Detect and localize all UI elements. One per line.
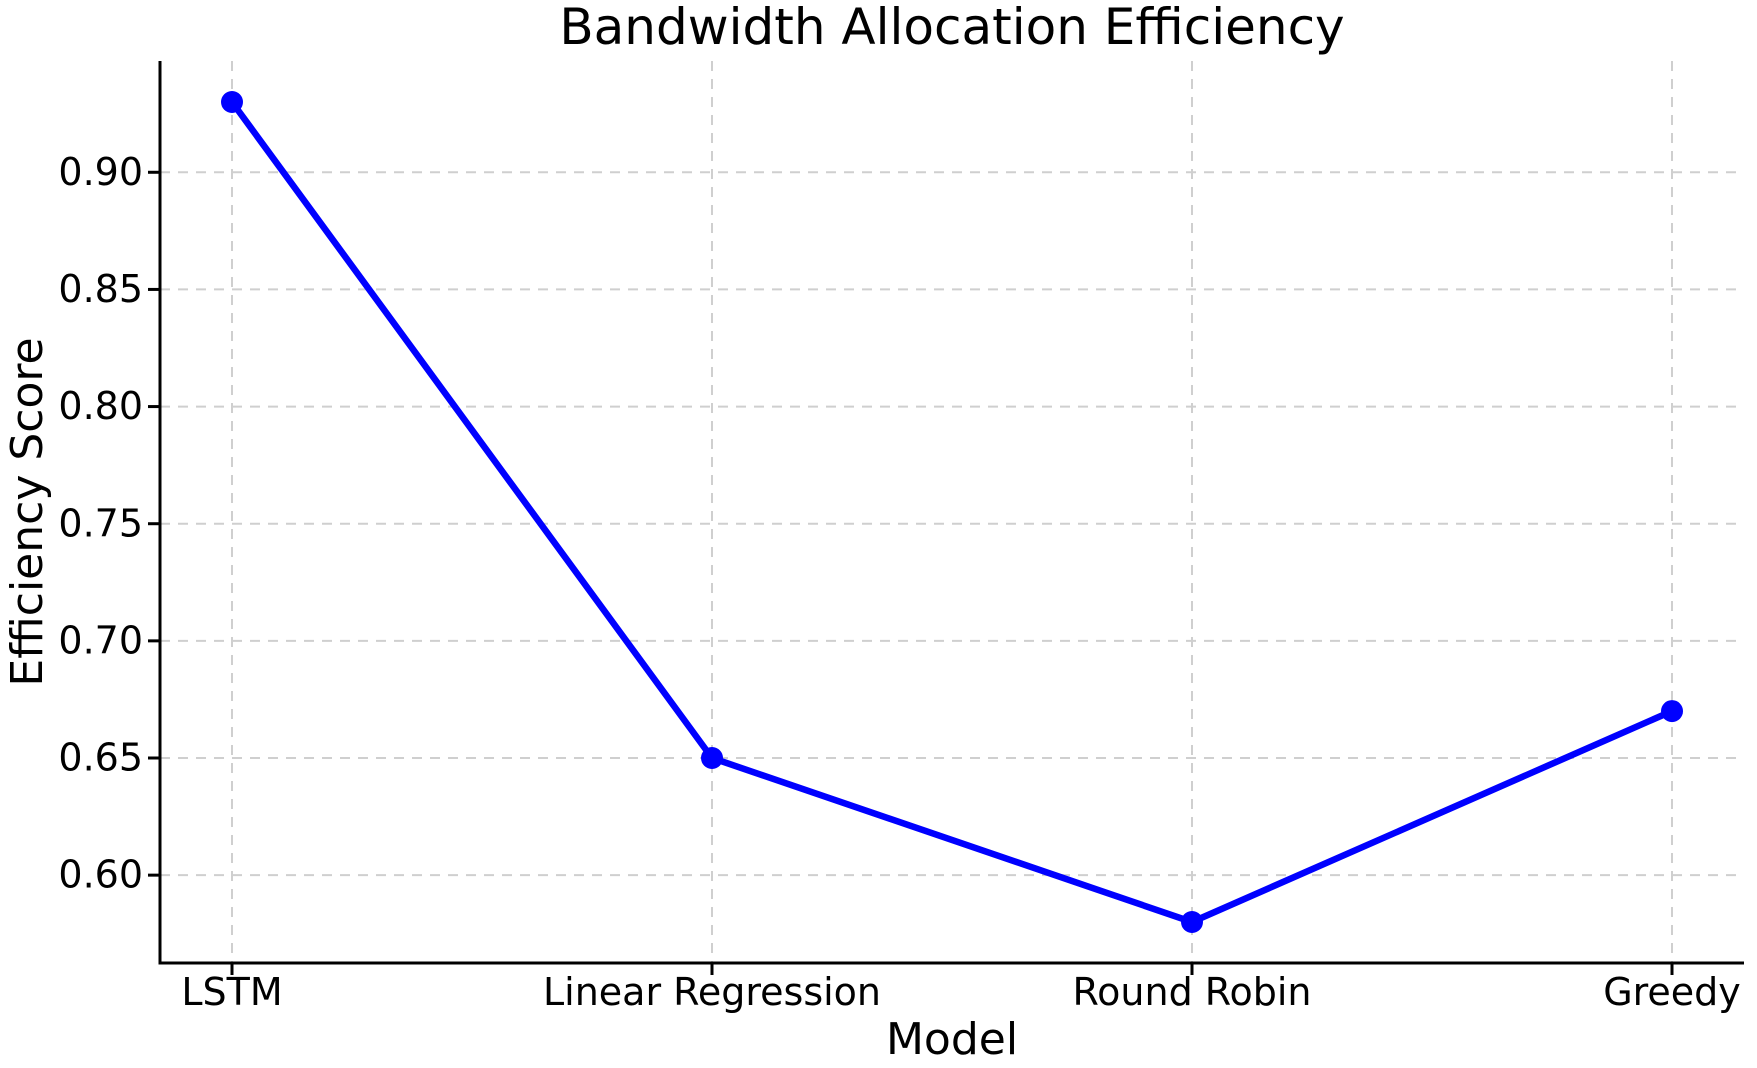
grid-layer	[160, 61, 1744, 963]
y-tick-label: 0.60	[58, 853, 143, 897]
y-tick-label: 0.90	[58, 150, 143, 194]
y-tick-label: 0.80	[58, 384, 143, 428]
data-point-marker	[1661, 700, 1683, 723]
x-axis-label: Model	[886, 1014, 1018, 1065]
y-tick-label: 0.65	[58, 736, 143, 780]
chart-title: Bandwidth Allocation Efficiency	[559, 0, 1344, 56]
x-tick-label: Round Robin	[1072, 970, 1311, 1014]
x-tick-label: Greedy	[1603, 970, 1741, 1014]
x-tick-label: LSTM	[181, 970, 282, 1014]
y-tick-label: 0.85	[58, 267, 143, 311]
y-tick-label: 0.70	[58, 618, 143, 662]
series-layer	[221, 91, 1683, 933]
x-tick-label: Linear Regression	[543, 970, 881, 1014]
series-line	[228, 98, 1676, 926]
data-point-marker	[1181, 911, 1203, 933]
y-axis-label: Efficiency Score	[2, 337, 53, 686]
y-tick-label: 0.75	[58, 501, 143, 545]
data-point-marker	[701, 747, 723, 769]
tick-label-layer: 0.60 0.65 0.70 0.75 0.80 0.85 0.90 LSTM Linear R…	[58, 150, 1740, 1014]
data-point-marker	[221, 91, 243, 113]
tick-layer	[148, 170, 1674, 975]
spine-layer	[158, 61, 1744, 965]
